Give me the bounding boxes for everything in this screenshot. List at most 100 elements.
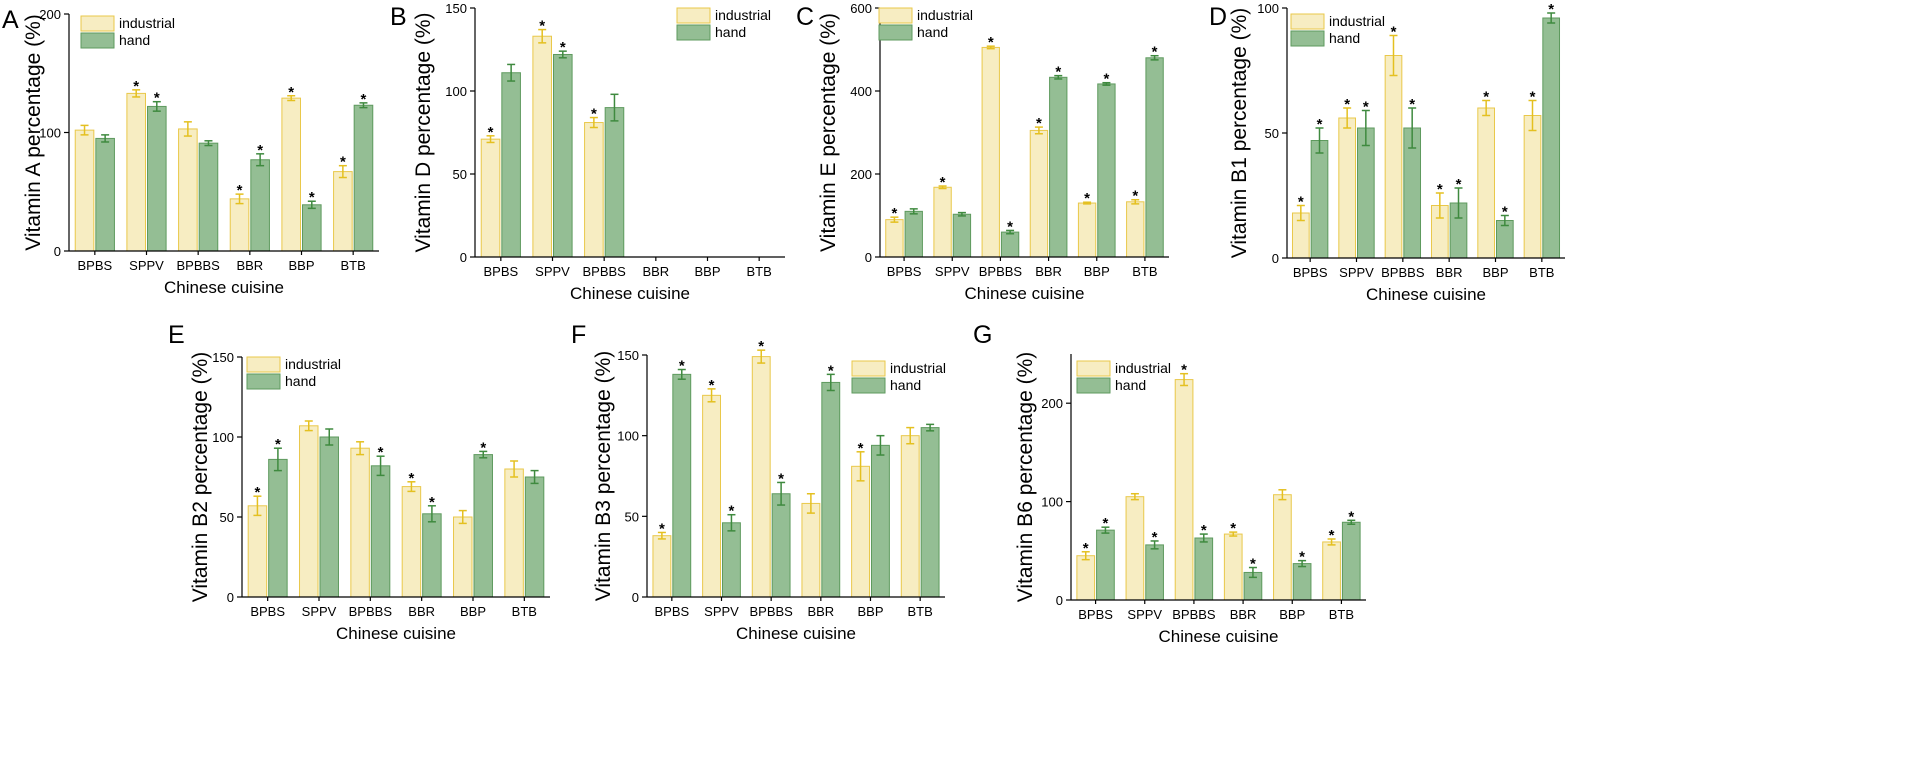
y-tick-label: 50 bbox=[625, 509, 639, 524]
significance-star: * bbox=[1437, 181, 1443, 198]
y-tick-label: 150 bbox=[212, 350, 234, 365]
bar-industrial-bpbbs bbox=[178, 128, 198, 252]
y-tick-label: 150 bbox=[445, 1, 467, 16]
bar-industrial-btb bbox=[504, 468, 524, 598]
legend-swatch-industrial bbox=[246, 356, 281, 373]
chart-panel-g: G * * * * * * * * * * 0 100 200 BPBS SPPV BPBBS BBR BBP BTB… bbox=[973, 321, 1366, 646]
significance-star: * bbox=[1530, 89, 1536, 106]
significance-star: * bbox=[1329, 527, 1335, 544]
significance-star: * bbox=[237, 182, 243, 199]
bar-hand-btb bbox=[920, 427, 940, 598]
x-tick-label-btb: BTB bbox=[1529, 265, 1554, 280]
significance-star: * bbox=[1363, 99, 1369, 116]
bar-hand-btb bbox=[1145, 57, 1164, 258]
bar-hand-bpbs bbox=[1096, 529, 1115, 601]
x-tick-label-bbp: BBP bbox=[1482, 265, 1508, 280]
x-tick-label-bbr: BBR bbox=[807, 604, 834, 619]
x-tick-label-sppv: SPPV bbox=[935, 264, 970, 279]
significance-star: * bbox=[1201, 522, 1207, 539]
bar-industrial-bbp bbox=[1077, 202, 1097, 258]
y-tick-label: 100 bbox=[617, 429, 639, 444]
significance-star: * bbox=[709, 377, 715, 394]
bar-industrial-bbp bbox=[1273, 494, 1292, 601]
legend-label-hand: hand bbox=[917, 24, 948, 40]
chart-panel-f: F * * * * * * * * 0 50 100 150 BPBS SPPV BPBBS BBR BBP BTB… bbox=[571, 321, 946, 643]
significance-star: * bbox=[1083, 540, 1089, 557]
bar-hand-bbp bbox=[1097, 83, 1116, 258]
x-tick-label-bpbs: BPBS bbox=[1293, 265, 1328, 280]
bar-industrial-btb bbox=[1322, 541, 1341, 601]
legend-label-hand: hand bbox=[119, 32, 150, 48]
bar-industrial-bbr bbox=[1223, 533, 1243, 601]
significance-star: * bbox=[275, 436, 281, 453]
bar-hand-bbp bbox=[302, 204, 322, 252]
y-tick-label: 200 bbox=[850, 167, 872, 182]
bar-hand-bbr bbox=[821, 381, 841, 598]
x-tick-label-btb: BTB bbox=[512, 604, 537, 619]
x-axis-title: Chinese cuisine bbox=[336, 624, 456, 643]
bar-industrial-bbp bbox=[453, 516, 473, 598]
significance-star: * bbox=[1007, 218, 1013, 235]
y-tick-label: 600 bbox=[850, 1, 872, 16]
bar-industrial-sppv bbox=[126, 92, 147, 252]
x-tick-label-bpbbs: BPBBS bbox=[979, 264, 1023, 279]
legend-label-hand: hand bbox=[285, 373, 316, 389]
significance-star: * bbox=[591, 106, 597, 123]
x-tick-label-btb: BTB bbox=[747, 264, 772, 279]
y-tick-label: 50 bbox=[453, 167, 467, 182]
legend-swatch-hand bbox=[246, 373, 281, 390]
bar-hand-bpbbs bbox=[1194, 537, 1214, 601]
bar-industrial-bpbs bbox=[1076, 555, 1096, 601]
significance-star: * bbox=[1103, 515, 1109, 532]
x-axis-title: Chinese cuisine bbox=[1366, 285, 1486, 304]
legend-label-hand: hand bbox=[715, 24, 746, 40]
significance-star: * bbox=[1502, 204, 1508, 221]
significance-star: * bbox=[539, 18, 545, 35]
bar-industrial-sppv bbox=[299, 425, 319, 598]
bar-industrial-sppv bbox=[532, 35, 553, 258]
bar-hand-sppv bbox=[722, 522, 741, 598]
x-tick-label-bbp: BBP bbox=[694, 264, 720, 279]
y-axis-title: Vitamin B6 percentage (%) bbox=[1014, 352, 1037, 603]
panel-letter: B bbox=[390, 3, 407, 31]
bar-hand-sppv bbox=[1145, 544, 1164, 601]
y-axis-title: Vitamin E percentage (%) bbox=[817, 13, 840, 252]
legend-label-hand: hand bbox=[1115, 377, 1146, 393]
x-tick-label-bpbbs: BPBBS bbox=[176, 258, 220, 273]
x-tick-label-bbr: BBR bbox=[408, 604, 435, 619]
x-tick-label-sppv: SPPV bbox=[535, 264, 570, 279]
y-tick-label: 100 bbox=[1257, 1, 1279, 16]
panel-letter: G bbox=[973, 321, 992, 349]
x-tick-label-bbp: BBP bbox=[857, 604, 883, 619]
bar-industrial-bbr bbox=[401, 486, 422, 598]
y-axis-title: Vitamin B2 percentage (%) bbox=[189, 352, 212, 603]
y-axis-title: Vitamin A percentage (%) bbox=[22, 14, 45, 251]
significance-star: * bbox=[1409, 96, 1415, 113]
legend-swatch-industrial bbox=[878, 7, 913, 24]
x-tick-label-btb: BTB bbox=[1329, 607, 1354, 622]
bar-industrial-sppv bbox=[1338, 117, 1356, 259]
bar-industrial-bpbbs bbox=[751, 356, 771, 598]
significance-star: * bbox=[1036, 115, 1042, 132]
bar-hand-btb bbox=[1341, 521, 1361, 601]
significance-star: * bbox=[828, 362, 834, 379]
y-axis-title: Vitamin B3 percentage (%) bbox=[592, 351, 615, 602]
x-tick-label-bbr: BBR bbox=[1436, 265, 1463, 280]
y-tick-label: 0 bbox=[632, 590, 639, 605]
bar-industrial-bbp bbox=[1477, 107, 1495, 259]
x-tick-label-bpbbs: BPBBS bbox=[582, 264, 626, 279]
bar-hand-bpbs bbox=[1310, 140, 1329, 259]
x-tick-label-bpbbs: BPBBS bbox=[349, 604, 393, 619]
panel-letter: D bbox=[1209, 3, 1227, 31]
bar-hand-bpbbs bbox=[370, 465, 391, 598]
x-tick-label-btb: BTB bbox=[1132, 264, 1157, 279]
bar-industrial-btb bbox=[900, 435, 920, 598]
x-tick-label-bpbs: BPBS bbox=[250, 604, 285, 619]
significance-star: * bbox=[1230, 520, 1236, 537]
bar-industrial-bbr bbox=[229, 198, 250, 252]
x-tick-label-bpbs: BPBS bbox=[1078, 607, 1113, 622]
bar-hand-bpbbs bbox=[604, 107, 625, 258]
x-tick-label-bbr: BBR bbox=[1230, 607, 1257, 622]
bar-hand-bpbs bbox=[95, 137, 115, 252]
